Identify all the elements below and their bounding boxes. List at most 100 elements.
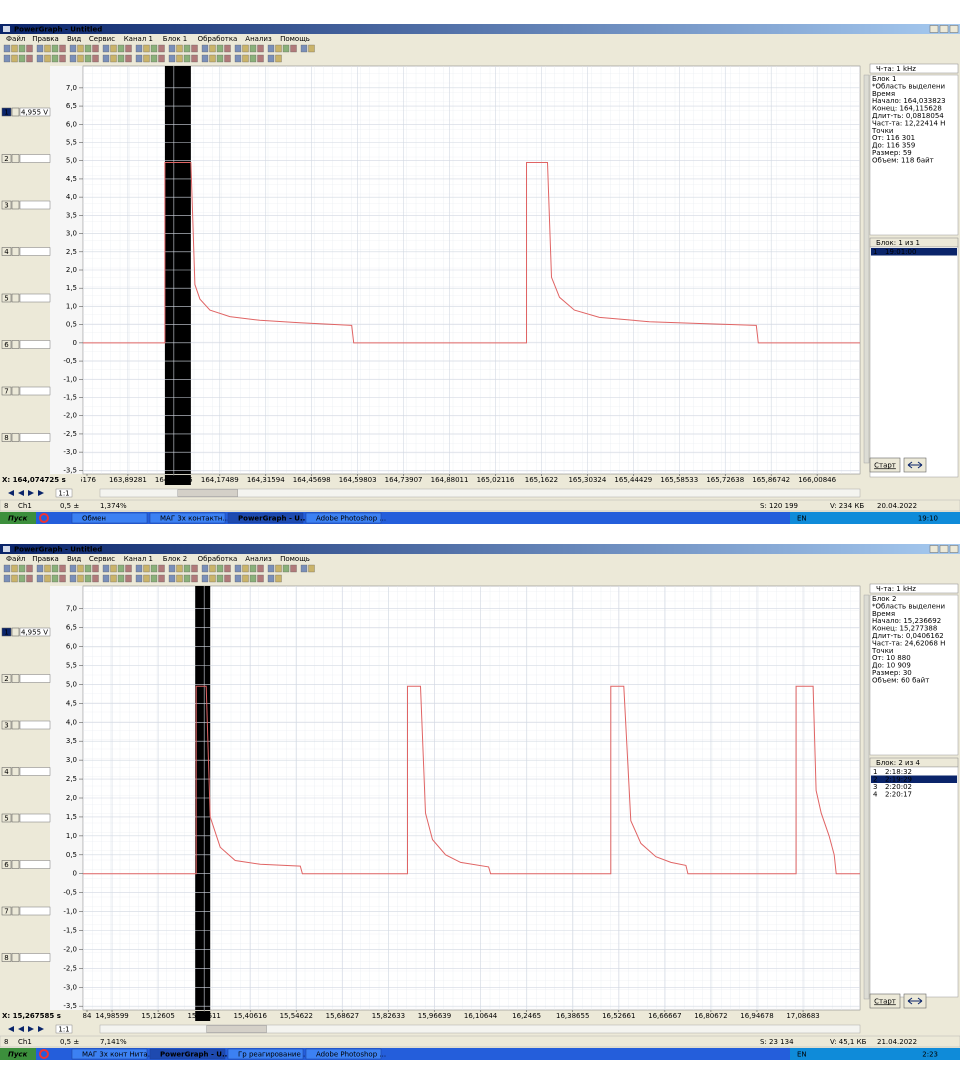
toolbar-icon[interactable] (242, 54, 249, 63)
toolbar-icon[interactable] (69, 574, 77, 583)
toolbar-icon[interactable] (125, 54, 132, 63)
menu-item[interactable]: Канал 1 (124, 555, 153, 563)
channel-button[interactable] (1, 674, 12, 683)
nav-button[interactable] (18, 1026, 24, 1032)
toolbar-icon[interactable] (257, 564, 264, 573)
toolbar-icon[interactable] (102, 54, 110, 63)
toolbar-icon[interactable] (242, 44, 249, 53)
toolbar-icon[interactable] (26, 574, 33, 583)
toolbar-icon[interactable] (36, 574, 44, 583)
toolbar-icon[interactable] (59, 54, 66, 63)
menu-item[interactable]: Анализ (245, 35, 272, 43)
channel-button[interactable] (1, 154, 12, 163)
toolbar-icon[interactable] (183, 54, 191, 63)
channel-button[interactable] (1, 293, 12, 303)
rate-box[interactable] (869, 583, 959, 594)
menu-item[interactable]: Правка (32, 35, 59, 43)
toolbar-icon[interactable] (183, 44, 191, 53)
toolbar-icon[interactable] (11, 44, 18, 53)
toolbar-icon[interactable] (143, 574, 150, 583)
toolbar-icon[interactable] (267, 564, 275, 573)
toolbar-icon[interactable] (110, 574, 117, 583)
toolbar-icon[interactable] (224, 54, 231, 63)
menu-item[interactable]: Вид (67, 35, 81, 43)
toolbar-icon[interactable] (69, 564, 77, 573)
toolbar-icon[interactable] (26, 564, 33, 573)
toolbar-icon[interactable] (117, 44, 125, 53)
toolbar-icon[interactable] (36, 54, 44, 63)
menu-item[interactable]: Помощь (280, 555, 310, 563)
toolbar-icon[interactable] (249, 54, 257, 63)
toolbar-icon[interactable] (11, 54, 18, 63)
channel-dropdown[interactable] (11, 953, 20, 962)
channel-dropdown[interactable] (11, 340, 20, 349)
toolbar-icon[interactable] (69, 44, 77, 53)
toolbar-icon[interactable] (216, 564, 224, 573)
toolbar-icon[interactable] (158, 54, 165, 63)
toolbar-icon[interactable] (300, 564, 308, 573)
toolbar-icon[interactable] (282, 564, 290, 573)
toolbar-icon[interactable] (69, 54, 77, 63)
toolbar-icon[interactable] (290, 44, 297, 53)
toolbar-icon[interactable] (257, 54, 264, 63)
start-acq-button[interactable] (869, 993, 901, 1009)
toolbar-icon[interactable] (249, 564, 257, 573)
nav-button[interactable] (8, 1026, 14, 1032)
toolbar-icon[interactable] (102, 574, 110, 583)
channel-button[interactable] (1, 627, 12, 637)
channel-dropdown[interactable] (11, 674, 20, 683)
toolbar-icon[interactable] (216, 44, 224, 53)
toolbar-icon[interactable] (59, 44, 66, 53)
toolbar-icon[interactable] (168, 44, 176, 53)
toolbar-icon[interactable] (125, 564, 132, 573)
channel-button[interactable] (1, 107, 12, 117)
channel-button[interactable] (1, 953, 12, 962)
channel-button[interactable] (1, 813, 12, 823)
toolbar-icon[interactable] (275, 564, 282, 573)
channel-button[interactable] (1, 200, 12, 210)
toolbar-icon[interactable] (143, 54, 150, 63)
toolbar-icon[interactable] (191, 574, 198, 583)
toolbar-icon[interactable] (209, 44, 216, 53)
close-button[interactable] (949, 545, 959, 553)
menu-item[interactable]: Обработка (198, 555, 238, 563)
toolbar-icon[interactable] (158, 564, 165, 573)
task-button[interactable] (71, 512, 148, 524)
toolbar-icon[interactable] (51, 54, 59, 63)
channel-dropdown[interactable] (11, 906, 20, 916)
start-button[interactable] (0, 1048, 36, 1060)
toolbar-icon[interactable] (176, 54, 183, 63)
maximize-button[interactable] (939, 25, 949, 33)
nav-button[interactable] (38, 1026, 44, 1032)
nav-button[interactable] (28, 1026, 34, 1032)
toolbar-icon[interactable] (11, 574, 18, 583)
menu-item[interactable]: Файл (6, 35, 25, 43)
toolbar-icon[interactable] (110, 44, 117, 53)
info-scroll[interactable] (863, 74, 870, 464)
channel-dropdown[interactable] (11, 720, 20, 730)
channel-button[interactable] (1, 433, 12, 442)
toolbar-icon[interactable] (168, 54, 176, 63)
info-scroll[interactable] (863, 594, 870, 1000)
task-button[interactable] (227, 512, 304, 524)
menu-item[interactable]: Вид (67, 555, 81, 563)
toolbar-icon[interactable] (224, 564, 231, 573)
toolbar-icon[interactable] (125, 44, 132, 53)
toolbar-icon[interactable] (18, 564, 26, 573)
toolbar-icon[interactable] (110, 54, 117, 63)
toolbar-icon[interactable] (224, 574, 231, 583)
toolbar-icon[interactable] (84, 44, 92, 53)
toolbar-icon[interactable] (308, 564, 315, 573)
toolbar-icon[interactable] (143, 44, 150, 53)
menu-item[interactable]: Правка (32, 555, 59, 563)
toolbar-icon[interactable] (51, 44, 59, 53)
minimize-button[interactable] (929, 25, 939, 33)
toolbar-icon[interactable] (3, 54, 11, 63)
toolbar-icon[interactable] (92, 54, 99, 63)
menu-item[interactable]: Блок 2 (163, 555, 187, 563)
toolbar-icon[interactable] (257, 44, 264, 53)
toolbar-icon[interactable] (275, 44, 282, 53)
toolbar-icon[interactable] (102, 564, 110, 573)
maximize-button[interactable] (939, 545, 949, 553)
toolbar-icon[interactable] (92, 574, 99, 583)
